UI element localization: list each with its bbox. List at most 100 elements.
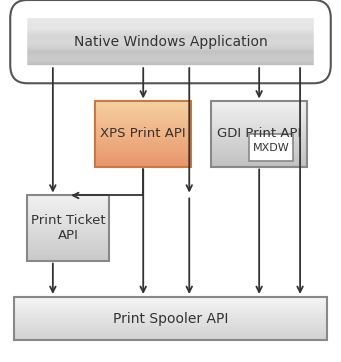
FancyBboxPatch shape bbox=[27, 53, 314, 54]
FancyBboxPatch shape bbox=[27, 37, 314, 38]
FancyBboxPatch shape bbox=[27, 52, 314, 53]
Bar bbox=[95, 146, 191, 147]
Bar bbox=[14, 321, 327, 322]
Bar bbox=[27, 256, 109, 257]
Bar bbox=[95, 105, 191, 106]
Bar bbox=[27, 240, 109, 241]
Bar bbox=[211, 113, 307, 114]
FancyBboxPatch shape bbox=[27, 19, 314, 20]
FancyBboxPatch shape bbox=[27, 56, 314, 57]
Bar bbox=[27, 243, 109, 244]
Bar bbox=[14, 302, 327, 303]
Bar bbox=[95, 117, 191, 118]
FancyBboxPatch shape bbox=[27, 64, 314, 65]
Bar bbox=[14, 315, 327, 316]
Bar bbox=[211, 116, 307, 117]
Text: GDI Print API: GDI Print API bbox=[217, 127, 301, 140]
Bar bbox=[27, 214, 109, 215]
Bar bbox=[211, 110, 307, 112]
Bar bbox=[95, 161, 191, 163]
Bar bbox=[27, 254, 109, 256]
Bar bbox=[27, 216, 109, 218]
Text: Print Spooler API: Print Spooler API bbox=[113, 312, 228, 325]
Bar bbox=[14, 329, 327, 330]
Bar bbox=[14, 318, 327, 319]
Bar bbox=[95, 110, 191, 112]
Bar bbox=[95, 135, 191, 136]
Bar bbox=[211, 147, 307, 148]
Bar bbox=[27, 209, 109, 210]
Bar bbox=[95, 136, 191, 138]
Bar bbox=[27, 236, 109, 237]
FancyBboxPatch shape bbox=[27, 20, 314, 21]
Bar bbox=[211, 146, 307, 147]
Bar bbox=[27, 257, 109, 258]
Bar bbox=[14, 309, 327, 310]
Text: MXDW: MXDW bbox=[253, 143, 290, 152]
FancyBboxPatch shape bbox=[27, 51, 314, 52]
Bar bbox=[14, 325, 327, 327]
Bar bbox=[95, 126, 191, 127]
Bar bbox=[27, 202, 109, 203]
Bar bbox=[27, 215, 109, 216]
Bar bbox=[27, 248, 109, 249]
Bar bbox=[14, 317, 327, 318]
Bar bbox=[211, 150, 307, 151]
Bar bbox=[211, 134, 307, 135]
Text: Native Windows Application: Native Windows Application bbox=[74, 35, 267, 49]
Bar bbox=[27, 212, 109, 214]
Bar bbox=[95, 113, 191, 114]
Bar bbox=[95, 123, 191, 125]
Text: Print Ticket
API: Print Ticket API bbox=[31, 214, 105, 242]
FancyBboxPatch shape bbox=[27, 45, 314, 46]
Bar bbox=[211, 159, 307, 160]
Bar bbox=[95, 160, 191, 161]
Bar bbox=[27, 205, 109, 206]
Bar bbox=[95, 148, 191, 150]
Bar bbox=[27, 220, 109, 222]
Bar bbox=[27, 198, 109, 199]
FancyBboxPatch shape bbox=[27, 59, 314, 60]
Bar bbox=[95, 114, 191, 116]
Bar bbox=[211, 143, 307, 144]
Bar bbox=[14, 300, 327, 301]
Bar bbox=[14, 308, 327, 309]
Bar bbox=[27, 237, 109, 239]
Bar bbox=[14, 324, 327, 325]
Bar bbox=[211, 153, 307, 155]
Text: XPS Print API: XPS Print API bbox=[100, 127, 186, 140]
FancyBboxPatch shape bbox=[27, 43, 314, 45]
Bar bbox=[14, 331, 327, 332]
Bar bbox=[27, 241, 109, 243]
FancyBboxPatch shape bbox=[27, 21, 314, 22]
Bar bbox=[211, 130, 307, 131]
Bar bbox=[211, 104, 307, 105]
FancyBboxPatch shape bbox=[27, 55, 314, 56]
Bar bbox=[27, 195, 109, 197]
FancyBboxPatch shape bbox=[27, 58, 314, 59]
Bar bbox=[95, 143, 191, 144]
FancyBboxPatch shape bbox=[27, 60, 314, 62]
Bar bbox=[27, 232, 109, 233]
Bar bbox=[211, 112, 307, 113]
FancyBboxPatch shape bbox=[27, 35, 314, 36]
Bar bbox=[95, 106, 191, 108]
Bar bbox=[211, 156, 307, 157]
Bar bbox=[211, 136, 307, 138]
Bar bbox=[27, 252, 109, 253]
Bar bbox=[27, 250, 109, 252]
FancyBboxPatch shape bbox=[27, 22, 314, 23]
Bar bbox=[14, 301, 327, 302]
FancyBboxPatch shape bbox=[27, 29, 314, 30]
Bar bbox=[14, 330, 327, 331]
FancyBboxPatch shape bbox=[27, 47, 314, 48]
FancyBboxPatch shape bbox=[27, 46, 314, 47]
FancyBboxPatch shape bbox=[27, 38, 314, 39]
Bar bbox=[95, 153, 191, 155]
Bar bbox=[14, 327, 327, 328]
Bar bbox=[14, 323, 327, 324]
Bar bbox=[211, 119, 307, 121]
FancyBboxPatch shape bbox=[27, 50, 314, 51]
Bar bbox=[27, 227, 109, 228]
Bar bbox=[14, 305, 327, 306]
